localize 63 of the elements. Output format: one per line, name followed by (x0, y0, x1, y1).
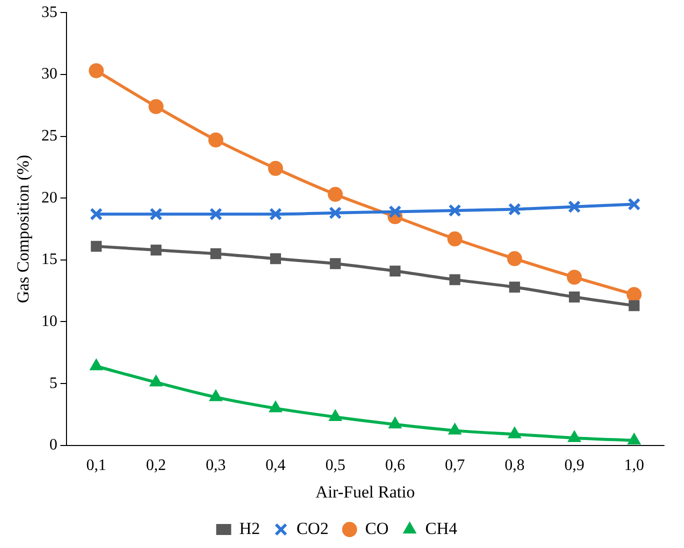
point (270, 253, 282, 264)
point (448, 204, 462, 217)
x-tick-label: 0,3 (206, 457, 226, 474)
point (509, 282, 520, 293)
point (626, 287, 642, 302)
point (328, 206, 342, 220)
x-tick-label: 0,8 (504, 457, 525, 474)
point (328, 409, 342, 421)
point (507, 251, 522, 266)
point (269, 400, 282, 412)
point (209, 390, 222, 402)
x-tick-label: 0,4 (266, 457, 286, 474)
y-tick-label: 30 (41, 66, 58, 83)
x-axis-title: Air-Fuel Ratio (316, 482, 415, 502)
point (447, 231, 462, 246)
y-axis-title: Gas Composition (%) (14, 154, 33, 304)
point (90, 208, 103, 221)
y-tick-label: 25 (41, 127, 58, 144)
y-tick-label: 5 (49, 374, 58, 392)
point (566, 270, 582, 285)
point (388, 205, 402, 218)
point (209, 208, 222, 221)
legend-label: CO (365, 518, 389, 538)
point (568, 430, 581, 442)
legend-label: CH4 (425, 518, 458, 538)
point (330, 258, 341, 270)
point (568, 292, 580, 302)
point (149, 374, 163, 386)
x-tick-label: 1,0 (624, 457, 644, 474)
point (388, 416, 402, 428)
point (268, 160, 284, 176)
point (208, 132, 224, 148)
point (508, 202, 522, 216)
legend-label: CO2 (296, 518, 329, 538)
y-tick-label: 15 (41, 251, 58, 268)
y-tick-label: 35 (41, 4, 58, 21)
x-tick-label: 0,7 (444, 457, 465, 474)
x-tick-label: 0,9 (564, 457, 584, 474)
point (628, 300, 640, 312)
point (508, 426, 522, 438)
point (210, 248, 222, 260)
x-tick-label: 0,2 (146, 457, 166, 474)
y-tick-label: 20 (41, 189, 58, 206)
point (150, 244, 162, 256)
legend-label: H2 (239, 518, 260, 538)
x-tick-label: 0,1 (86, 457, 106, 474)
point (90, 358, 103, 370)
point (90, 240, 102, 252)
point (328, 186, 343, 202)
point (628, 198, 641, 211)
point (148, 99, 164, 114)
x-tick-label: 0,5 (325, 457, 346, 474)
point (150, 208, 162, 221)
point (269, 208, 282, 221)
y-tick-label: 10 (41, 312, 58, 330)
x-tick-label: 0,6 (385, 457, 406, 474)
point (628, 432, 641, 444)
point (448, 423, 462, 435)
y-tick-label: 0 (49, 436, 58, 454)
point (449, 274, 460, 286)
point (88, 63, 104, 78)
point (568, 200, 581, 214)
point (390, 266, 401, 276)
